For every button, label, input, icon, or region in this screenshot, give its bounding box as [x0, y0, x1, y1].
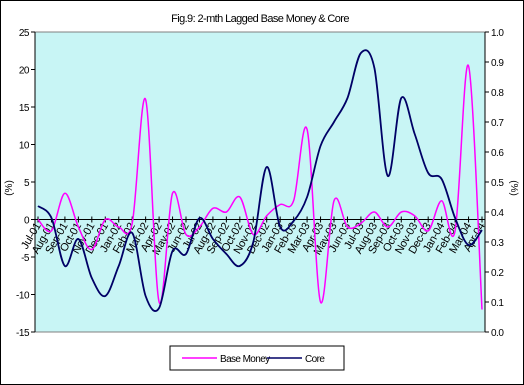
y-right-tick-label: 0.2: [491, 268, 504, 279]
y-left-tick-label: 25: [19, 28, 30, 39]
y-left-tick-label: -5: [21, 253, 30, 264]
y-right-tick-label: 0.3: [491, 238, 504, 249]
y-left-tick-label: 15: [19, 103, 30, 114]
y-right-tick-label: 1.0: [491, 28, 504, 39]
y-right-tick-label: 0.0: [491, 328, 504, 339]
y-left-tick-label: 10: [19, 141, 30, 152]
legend: Base Money Core: [169, 345, 345, 371]
y-left-tick-label: 0: [24, 216, 30, 227]
y-right-tick-label: 0.9: [491, 58, 504, 69]
chart-title: Fig.9: 2-mth Lagged Base Money & Core: [171, 13, 349, 25]
legend-label-core: Core: [305, 354, 325, 365]
plot-area: [34, 31, 486, 333]
y-axis-right-label: (%): [508, 180, 519, 196]
series-line-core: [37, 49, 483, 312]
y-left-tick-label: 5: [24, 178, 30, 189]
y-left-tick-label: -10: [16, 291, 30, 302]
y-axis-right: 1.0 0.9 0.8 0.7 0.6 0.5 0.4 0.3 0.2 0.1 0.0: [484, 28, 505, 339]
y-axis-left-label: (%): [4, 180, 15, 196]
y-right-tick-label: 0.7: [491, 118, 504, 129]
y-right-tick-label: 0.8: [491, 88, 504, 99]
series-line-base-money: [37, 64, 483, 310]
y-right-tick-label: 0.5: [491, 178, 504, 189]
legend-label-base-money: Base Money: [220, 354, 270, 365]
y-axis-left: 25 20 15 10 5 0 -5 -10 -15: [16, 28, 36, 339]
y-right-tick-label: 0.4: [491, 208, 504, 219]
series-layer: [37, 49, 483, 312]
y-left-tick-label: 20: [19, 66, 30, 77]
y-right-tick-label: 0.1: [491, 298, 504, 309]
y-right-tick-label: 0.6: [491, 148, 504, 159]
y-left-tick-label: -15: [16, 328, 30, 339]
